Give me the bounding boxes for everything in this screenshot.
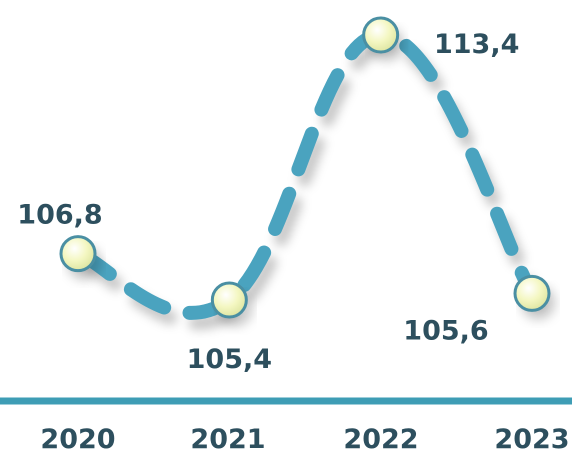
data-point-2020 bbox=[59, 235, 97, 273]
data-label-2022: 113,4 bbox=[434, 29, 519, 60]
data-label-2023: 105,6 bbox=[403, 315, 488, 346]
data-label-2021: 105,4 bbox=[187, 344, 272, 375]
data-point-2023 bbox=[513, 274, 551, 312]
x-tick-label-2022: 2022 bbox=[343, 424, 418, 452]
series-line bbox=[71, 27, 539, 320]
x-tick-label-2021: 2021 bbox=[190, 424, 265, 452]
data-point-2021 bbox=[210, 281, 248, 319]
data-labels: 106,8 105,4 113,4 105,6 bbox=[17, 29, 519, 375]
x-tick-label-2020: 2020 bbox=[40, 424, 115, 452]
data-label-2020: 106,8 bbox=[17, 200, 102, 231]
x-tick-labels: 2020 2021 2022 2023 bbox=[40, 424, 569, 452]
series-shadow bbox=[77, 37, 545, 330]
data-point-2022 bbox=[362, 16, 400, 54]
series-line-path bbox=[71, 27, 539, 320]
series-line-shadow bbox=[77, 37, 545, 330]
x-tick-label-2023: 2023 bbox=[494, 424, 569, 452]
markers bbox=[59, 16, 556, 327]
